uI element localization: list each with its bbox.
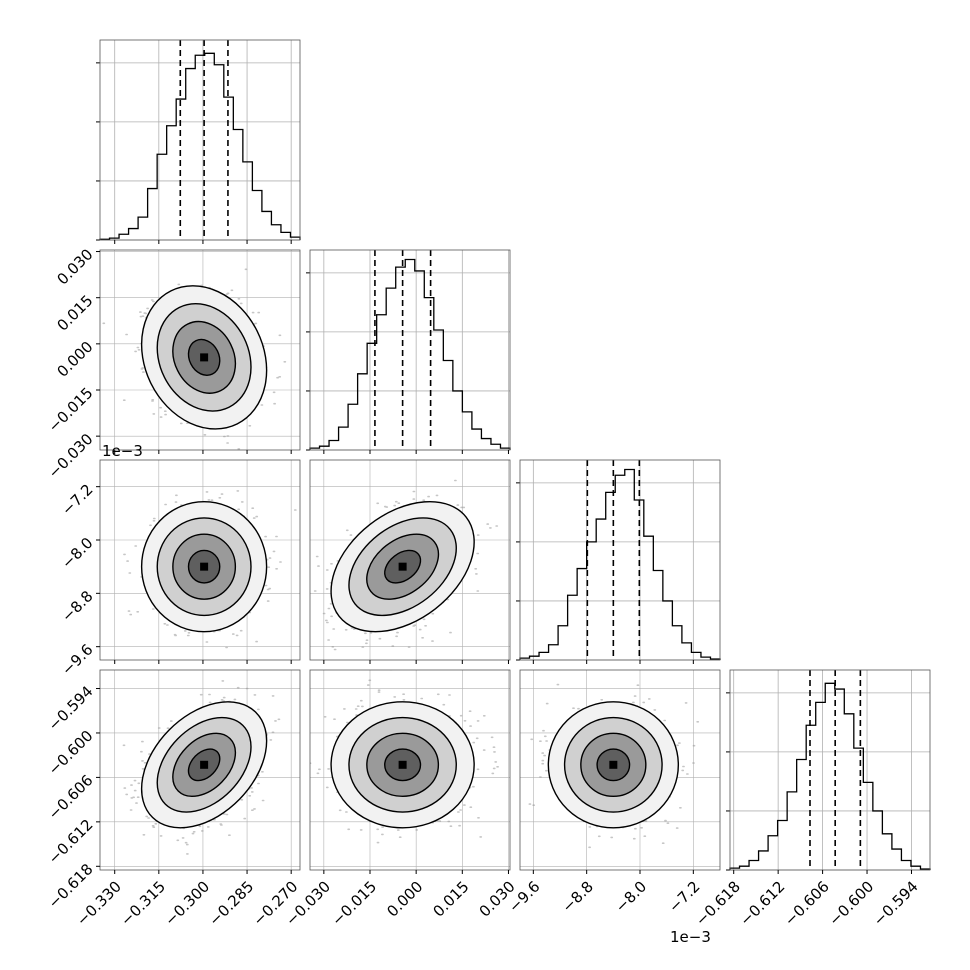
contour-level-3 — [140, 500, 268, 633]
y-offset-text-2: 1e−3 — [102, 442, 143, 460]
histogram-2 — [519, 468, 721, 660]
x-tick-label-0-1: −0.315 — [117, 878, 169, 930]
panel-frame — [519, 669, 721, 871]
x-tick-label-0-2: −0.300 — [161, 878, 213, 930]
pair-panel-3-2 — [519, 669, 721, 871]
panel-frame — [309, 459, 511, 661]
panel-frame — [99, 459, 301, 661]
contour-level-1 — [172, 732, 237, 797]
panel-frame — [519, 459, 721, 661]
contour-level-0 — [187, 549, 221, 584]
pair-panel-2-0 — [99, 459, 301, 661]
contour-level-1 — [366, 732, 440, 797]
hist-panel-2 — [516, 459, 721, 661]
y-tick-label-1-2: 0.000 — [53, 338, 96, 381]
y-tick-label-1-4: 0.030 — [53, 245, 96, 288]
contour-level-1 — [172, 320, 237, 394]
contour-level-3 — [330, 500, 475, 633]
panel-frame — [99, 39, 301, 241]
contour-level-2 — [348, 716, 457, 813]
x-tick-label-3-0: −0.618 — [692, 878, 744, 930]
x-tick-label-1-2: 0.000 — [383, 878, 426, 921]
x-tick-label-1-3: 0.015 — [429, 878, 472, 921]
density-peak — [200, 760, 209, 769]
hist-panel-1 — [306, 249, 511, 451]
panel-frame — [99, 669, 301, 871]
contour-level-0 — [187, 748, 221, 782]
x-tick-label-1-1: −0.015 — [328, 878, 380, 930]
histogram-0 — [99, 52, 301, 240]
x-offset-text-2: 1e−3 — [670, 928, 711, 946]
x-tick-label-2-2: −8.0 — [612, 878, 650, 916]
y-tick-label-1-0: −0.030 — [45, 430, 97, 482]
histogram-1 — [309, 258, 511, 450]
x-tick-label-3-3: −0.600 — [825, 878, 877, 930]
pair-panel-3-0 — [99, 669, 301, 871]
y-tick-label-1-1: −0.015 — [45, 384, 97, 436]
pair-panel-2-1 — [309, 459, 511, 661]
y-tick-label-2-2: −8.0 — [58, 534, 96, 572]
panel-frame — [729, 669, 931, 871]
contour-level-0 — [187, 338, 221, 376]
pair-panel-1-0 — [99, 249, 301, 451]
pair-panel-3-1 — [309, 669, 511, 871]
x-tick-label-3-1: −0.612 — [736, 878, 788, 930]
contour-level-3 — [547, 701, 680, 829]
x-tick-label-3-4: −0.594 — [870, 878, 922, 930]
contour-level-2 — [563, 716, 663, 813]
hist-panel-0 — [96, 39, 301, 241]
contour-level-3 — [140, 285, 268, 430]
contour-level-0 — [596, 748, 631, 782]
y-tick-label-3-3: −0.600 — [45, 727, 97, 779]
panel-frame — [99, 249, 301, 451]
contour-level-0 — [384, 549, 422, 584]
contour-level-2 — [156, 716, 252, 813]
contour-level-1 — [172, 533, 237, 600]
density-peak — [398, 760, 407, 769]
contour-level-1 — [580, 732, 647, 797]
density-peak — [398, 562, 407, 571]
y-tick-label-2-0: −9.6 — [58, 640, 96, 678]
y-tick-label-2-1: −8.8 — [58, 587, 96, 625]
hist-panel-3 — [726, 669, 931, 871]
y-tick-label-1-3: 0.015 — [53, 292, 96, 335]
density-peak — [200, 353, 209, 362]
panel-frame — [309, 249, 511, 451]
x-tick-label-0-3: −0.285 — [205, 878, 257, 930]
contour-level-3 — [140, 701, 268, 829]
contour-level-2 — [348, 517, 457, 617]
y-tick-label-3-1: −0.612 — [45, 816, 97, 868]
y-tick-label-3-2: −0.606 — [45, 771, 97, 823]
x-tick-label-3-2: −0.606 — [781, 878, 833, 930]
contour-level-0 — [384, 748, 422, 782]
x-tick-label-2-1: −8.8 — [558, 878, 596, 916]
y-tick-label-3-4: −0.594 — [45, 682, 97, 734]
contour-level-3 — [330, 701, 475, 829]
panel-frame — [309, 669, 511, 871]
contour-level-2 — [156, 303, 252, 412]
y-tick-label-2-3: −7.2 — [58, 480, 96, 518]
histogram-3 — [729, 682, 931, 870]
density-peak — [200, 562, 209, 571]
contour-level-1 — [366, 533, 440, 600]
contour-level-2 — [156, 517, 252, 617]
density-peak — [609, 760, 618, 769]
